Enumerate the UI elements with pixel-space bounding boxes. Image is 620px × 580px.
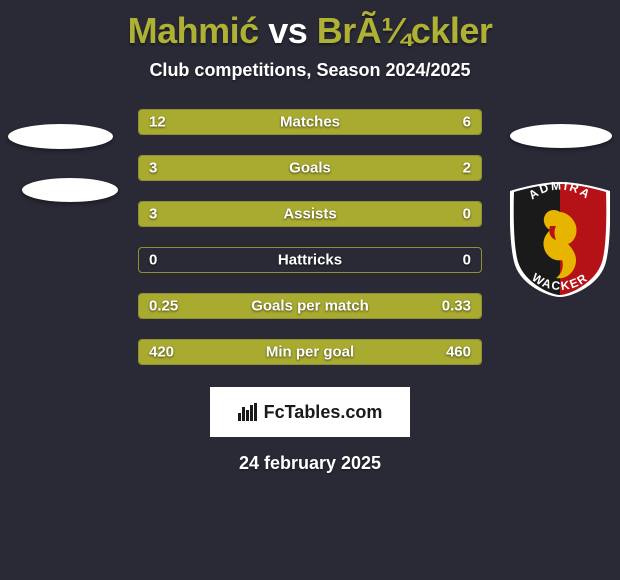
- stat-row: 0 0 Hattricks: [138, 247, 482, 273]
- stat-value-left: 12: [149, 114, 166, 131]
- stat-value-left: 3: [149, 160, 157, 177]
- badge-placeholder-mid-left: [22, 178, 118, 202]
- season-subtitle: Club competitions, Season 2024/2025: [0, 60, 620, 81]
- fctables-label: FcTables.com: [264, 402, 383, 423]
- stat-value-left: 0: [149, 252, 157, 269]
- club-badge-right: ADMIRA WACKER: [510, 182, 610, 297]
- bar-chart-icon: [238, 403, 258, 421]
- stat-label: Goals per match: [251, 298, 369, 315]
- stat-fill-right: [344, 156, 481, 180]
- player-right-name: BrÃ¼ckler: [317, 10, 493, 51]
- player-left-name: Mahmić: [128, 10, 259, 51]
- stat-value-right: 0: [463, 252, 471, 269]
- vs-label: vs: [268, 10, 307, 51]
- comparison-date: 24 february 2025: [0, 453, 620, 474]
- stat-value-left: 3: [149, 206, 157, 223]
- stat-label: Matches: [280, 114, 340, 131]
- stat-row: 12 6 Matches: [138, 109, 482, 135]
- stat-row: 420 460 Min per goal: [138, 339, 482, 365]
- stats-container: 12 6 Matches 3 2 Goals 3 0 Assists 0 0 Hattricks 0.2…: [138, 109, 482, 365]
- stat-label: Assists: [283, 206, 336, 223]
- badge-placeholder-top-right: [510, 124, 612, 148]
- stat-value-right: 2: [463, 160, 471, 177]
- badge-placeholder-top-left: [8, 124, 113, 149]
- stat-label: Min per goal: [266, 344, 354, 361]
- comparison-title: Mahmić vs BrÃ¼ckler: [0, 0, 620, 52]
- stat-value-right: 0: [463, 206, 471, 223]
- stat-value-right: 0.33: [442, 298, 471, 315]
- stat-value-left: 0.25: [149, 298, 178, 315]
- stat-label: Hattricks: [278, 252, 342, 269]
- stat-row: 3 2 Goals: [138, 155, 482, 181]
- stat-row: 0.25 0.33 Goals per match: [138, 293, 482, 319]
- stat-label: Goals: [289, 160, 331, 177]
- stat-value-right: 460: [446, 344, 471, 361]
- stat-row: 3 0 Assists: [138, 201, 482, 227]
- stat-value-right: 6: [463, 114, 471, 131]
- stat-value-left: 420: [149, 344, 174, 361]
- fctables-branding: FcTables.com: [210, 387, 410, 437]
